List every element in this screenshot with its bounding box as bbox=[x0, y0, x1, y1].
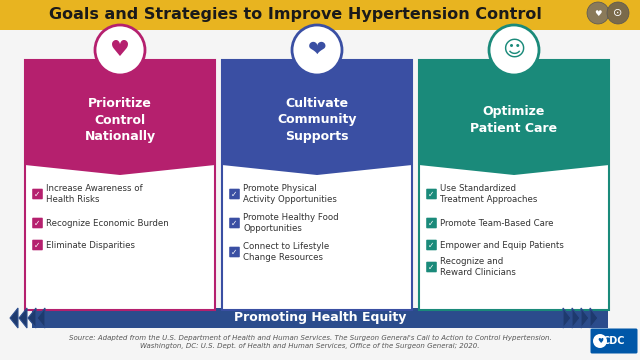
FancyBboxPatch shape bbox=[0, 0, 640, 30]
FancyBboxPatch shape bbox=[426, 240, 437, 250]
FancyBboxPatch shape bbox=[229, 218, 240, 228]
Polygon shape bbox=[10, 308, 18, 328]
Circle shape bbox=[489, 25, 539, 75]
Text: Recognize and
Reward Clinicians: Recognize and Reward Clinicians bbox=[440, 257, 516, 277]
FancyBboxPatch shape bbox=[222, 60, 412, 155]
Text: Optimize
Patient Care: Optimize Patient Care bbox=[470, 105, 557, 135]
FancyBboxPatch shape bbox=[32, 218, 43, 228]
Text: ✓: ✓ bbox=[428, 189, 435, 198]
FancyBboxPatch shape bbox=[591, 328, 637, 354]
Text: ✓: ✓ bbox=[35, 189, 41, 198]
Text: Connect to Lifestyle
Change Resources: Connect to Lifestyle Change Resources bbox=[243, 242, 329, 262]
FancyBboxPatch shape bbox=[25, 60, 215, 155]
Polygon shape bbox=[419, 155, 609, 175]
Circle shape bbox=[593, 334, 607, 348]
Text: ✓: ✓ bbox=[428, 262, 435, 271]
Polygon shape bbox=[572, 308, 580, 328]
Text: Empower and Equip Patients: Empower and Equip Patients bbox=[440, 240, 564, 249]
Polygon shape bbox=[19, 308, 27, 328]
Circle shape bbox=[292, 25, 342, 75]
Text: Eliminate Disparities: Eliminate Disparities bbox=[46, 240, 135, 249]
FancyBboxPatch shape bbox=[419, 60, 609, 310]
FancyBboxPatch shape bbox=[426, 218, 437, 228]
FancyBboxPatch shape bbox=[222, 60, 412, 310]
FancyBboxPatch shape bbox=[426, 262, 437, 272]
Text: ✓: ✓ bbox=[428, 219, 435, 228]
Text: Promote Team-Based Care: Promote Team-Based Care bbox=[440, 219, 554, 228]
FancyBboxPatch shape bbox=[25, 60, 215, 310]
Text: Source: Adapted from the U.S. Department of Health and Human Services. The Surge: Source: Adapted from the U.S. Department… bbox=[68, 336, 552, 348]
Text: ✓: ✓ bbox=[231, 189, 237, 198]
Polygon shape bbox=[590, 308, 598, 328]
Polygon shape bbox=[28, 308, 36, 328]
FancyBboxPatch shape bbox=[32, 308, 608, 328]
FancyBboxPatch shape bbox=[229, 247, 240, 257]
Text: ✓: ✓ bbox=[231, 248, 237, 256]
Text: ♥: ♥ bbox=[595, 9, 602, 18]
FancyBboxPatch shape bbox=[32, 240, 43, 250]
Text: Promote Healthy Food
Opportunities: Promote Healthy Food Opportunities bbox=[243, 213, 339, 233]
Text: CDC: CDC bbox=[603, 336, 625, 346]
Polygon shape bbox=[222, 155, 412, 175]
FancyBboxPatch shape bbox=[426, 189, 437, 199]
Text: ☺: ☺ bbox=[502, 40, 525, 60]
Text: Increase Awareness of
Health Risks: Increase Awareness of Health Risks bbox=[46, 184, 143, 204]
FancyBboxPatch shape bbox=[32, 189, 43, 199]
Circle shape bbox=[587, 2, 609, 24]
Text: ✓: ✓ bbox=[35, 240, 41, 249]
Text: Cultivate
Community
Supports: Cultivate Community Supports bbox=[277, 97, 356, 143]
Text: ✓: ✓ bbox=[35, 219, 41, 228]
Text: ♥: ♥ bbox=[597, 338, 603, 344]
Polygon shape bbox=[563, 308, 571, 328]
Text: ⊙: ⊙ bbox=[613, 8, 623, 18]
Polygon shape bbox=[581, 308, 589, 328]
Text: Prioritize
Control
Nationally: Prioritize Control Nationally bbox=[84, 97, 156, 143]
Polygon shape bbox=[25, 155, 215, 175]
Text: Promote Physical
Activity Opportunities: Promote Physical Activity Opportunities bbox=[243, 184, 337, 204]
Text: ❤️: ❤️ bbox=[308, 40, 326, 60]
Text: ♥: ♥ bbox=[110, 40, 130, 60]
Circle shape bbox=[607, 2, 629, 24]
Circle shape bbox=[95, 25, 145, 75]
Text: Promoting Health Equity: Promoting Health Equity bbox=[234, 311, 406, 324]
FancyBboxPatch shape bbox=[419, 60, 609, 155]
Text: ✓: ✓ bbox=[231, 219, 237, 228]
FancyBboxPatch shape bbox=[229, 189, 240, 199]
Text: Recognize Economic Burden: Recognize Economic Burden bbox=[46, 219, 169, 228]
Text: Goals and Strategies to Improve Hypertension Control: Goals and Strategies to Improve Hyperten… bbox=[49, 8, 541, 22]
Text: ✓: ✓ bbox=[428, 240, 435, 249]
Polygon shape bbox=[37, 308, 45, 328]
Text: Use Standardized
Treatment Approaches: Use Standardized Treatment Approaches bbox=[440, 184, 538, 204]
